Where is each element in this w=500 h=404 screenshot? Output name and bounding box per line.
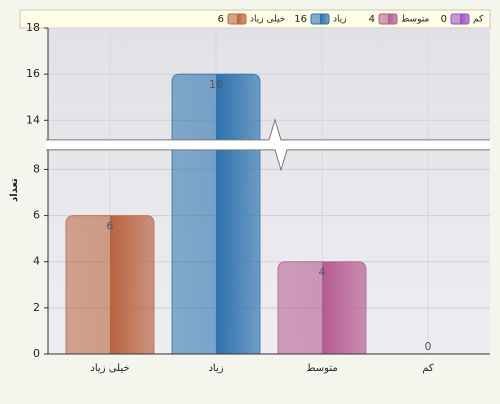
x-tick-label: کم: [422, 363, 434, 374]
y-axis-label: تعداد: [9, 178, 20, 202]
data-label: 0: [425, 340, 432, 353]
legend-label: متوسط: [401, 15, 429, 25]
legend-label: کم: [473, 15, 484, 25]
bar: [277, 261, 367, 355]
x-tick-label: خیلی زیاد: [90, 363, 129, 374]
bar: [65, 215, 155, 355]
bar: [171, 73, 261, 355]
axis-break-edge: [46, 118, 490, 141]
legend-label: خیلی زیاد: [250, 15, 285, 25]
legend-swatch: [227, 13, 247, 25]
y-tick-label: 4: [33, 255, 40, 268]
y-tick-label: 8: [33, 162, 40, 175]
y-tick-label: 0: [33, 347, 40, 360]
legend-value: 4: [369, 14, 375, 25]
legend-swatch: [378, 13, 398, 25]
legend-value: 16: [294, 14, 307, 25]
y-tick-label: 16: [26, 67, 40, 80]
legend-value: 6: [218, 14, 224, 25]
x-tick-label: زیاد: [208, 363, 223, 374]
legend-value: 0: [441, 14, 447, 25]
y-tick-label: 2: [33, 301, 40, 314]
y-tick-label: 14: [26, 113, 40, 126]
legend-swatch: [310, 13, 330, 25]
y-tick-label: 18: [26, 21, 40, 34]
data-label: 16: [209, 78, 223, 91]
legend-label: زیاد: [333, 15, 347, 25]
data-label: 6: [107, 220, 114, 233]
y-tick-label: 6: [33, 209, 40, 222]
x-tick-label: متوسط: [306, 363, 337, 374]
legend-swatch: [450, 13, 470, 25]
data-label: 4: [319, 266, 326, 279]
axis-break: [46, 119, 490, 170]
axis-break-edge: [46, 149, 490, 172]
